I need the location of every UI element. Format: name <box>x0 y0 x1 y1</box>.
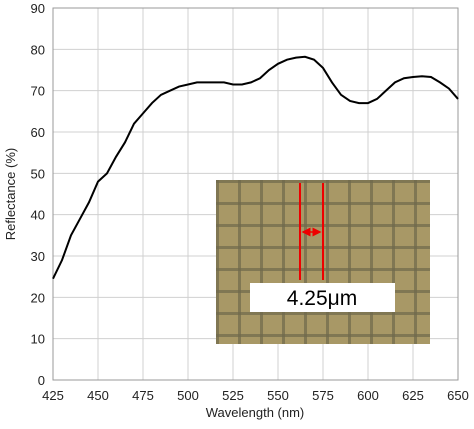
x-tick-label: 525 <box>222 388 244 403</box>
inset-label: 4.25μm <box>287 287 357 310</box>
y-tick-label: 80 <box>31 42 45 57</box>
x-tick-label: 550 <box>267 388 289 403</box>
x-tick-label: 500 <box>177 388 199 403</box>
y-tick-label: 60 <box>31 125 45 140</box>
y-tick-label: 10 <box>31 332 45 347</box>
x-tick-label: 625 <box>402 388 424 403</box>
y-tick-label: 0 <box>38 373 45 388</box>
y-tick-label: 50 <box>31 166 45 181</box>
x-tick-label: 600 <box>357 388 379 403</box>
plot-frame <box>52 7 459 381</box>
x-tick-label: 475 <box>132 388 154 403</box>
data-line <box>52 55 459 280</box>
x-tick-label: 650 <box>447 388 469 403</box>
y-tick-label: 90 <box>31 1 45 16</box>
y-tick-label: 70 <box>31 84 45 99</box>
inset-image: 4.25μm <box>216 180 430 344</box>
y-axis-label: Reflectance (%) <box>3 148 18 240</box>
y-tick-label: 30 <box>31 249 45 264</box>
x-tick-label: 575 <box>312 388 334 403</box>
label-box <box>250 283 395 312</box>
y-tick-label: 20 <box>31 290 45 305</box>
y-tick-label: 40 <box>31 208 45 223</box>
x-tick-label: 425 <box>42 388 64 403</box>
x-tick-label: 450 <box>87 388 109 403</box>
x-axis-label: Wavelength (nm) <box>206 405 305 420</box>
